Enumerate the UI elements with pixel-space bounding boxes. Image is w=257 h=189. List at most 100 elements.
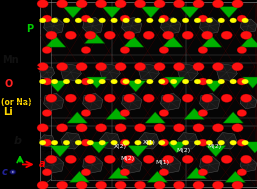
Circle shape [111, 18, 117, 23]
Circle shape [193, 124, 204, 132]
Circle shape [221, 31, 232, 39]
Circle shape [65, 155, 76, 163]
Circle shape [159, 109, 169, 117]
Circle shape [57, 63, 68, 71]
Circle shape [237, 46, 247, 54]
Circle shape [201, 155, 213, 163]
Circle shape [146, 18, 153, 23]
Circle shape [230, 79, 236, 84]
Polygon shape [243, 77, 257, 88]
Circle shape [230, 140, 236, 145]
Circle shape [206, 18, 213, 23]
Circle shape [221, 155, 232, 163]
Circle shape [146, 140, 153, 145]
Polygon shape [240, 158, 257, 172]
Circle shape [104, 94, 115, 102]
Circle shape [212, 181, 224, 189]
Circle shape [159, 78, 169, 85]
Polygon shape [100, 132, 120, 149]
Polygon shape [45, 36, 66, 47]
Polygon shape [67, 112, 87, 123]
Circle shape [198, 78, 208, 85]
Circle shape [154, 124, 165, 132]
Circle shape [221, 94, 232, 102]
Circle shape [120, 139, 130, 146]
Text: M(2): M(2) [120, 156, 134, 161]
Circle shape [37, 0, 48, 8]
Polygon shape [240, 36, 257, 47]
Circle shape [134, 63, 146, 71]
Polygon shape [206, 146, 226, 157]
Circle shape [212, 124, 224, 132]
Circle shape [124, 94, 135, 102]
Circle shape [65, 94, 76, 102]
Circle shape [95, 0, 107, 8]
Circle shape [75, 18, 82, 23]
Circle shape [182, 18, 189, 23]
Text: a: a [39, 160, 46, 169]
Circle shape [81, 15, 91, 22]
Circle shape [37, 124, 48, 132]
Circle shape [237, 78, 247, 85]
Circle shape [99, 140, 106, 145]
Circle shape [218, 140, 225, 145]
Polygon shape [122, 93, 142, 110]
Circle shape [198, 109, 208, 117]
Circle shape [99, 79, 106, 84]
Circle shape [182, 155, 193, 163]
Circle shape [95, 124, 107, 132]
Circle shape [123, 140, 129, 145]
Circle shape [135, 18, 141, 23]
Polygon shape [139, 64, 159, 81]
Polygon shape [141, 7, 161, 18]
Polygon shape [89, 142, 109, 153]
Polygon shape [126, 81, 146, 92]
Circle shape [42, 169, 52, 176]
Circle shape [193, 0, 204, 8]
Circle shape [51, 140, 58, 145]
Polygon shape [128, 146, 148, 157]
Polygon shape [245, 142, 257, 153]
Circle shape [173, 63, 185, 71]
Circle shape [170, 79, 177, 84]
Polygon shape [178, 64, 198, 81]
Circle shape [135, 140, 141, 145]
Circle shape [242, 79, 249, 84]
Text: X(1): X(1) [143, 140, 156, 145]
Polygon shape [87, 77, 107, 88]
Circle shape [154, 0, 165, 8]
Circle shape [81, 169, 91, 176]
Circle shape [241, 155, 252, 163]
Circle shape [120, 169, 130, 176]
Circle shape [63, 18, 70, 23]
Polygon shape [180, 7, 200, 18]
Polygon shape [161, 156, 181, 173]
Circle shape [154, 181, 165, 189]
Circle shape [159, 169, 169, 176]
Polygon shape [217, 132, 237, 149]
Polygon shape [48, 81, 68, 92]
Circle shape [232, 124, 243, 132]
Circle shape [135, 79, 141, 84]
Circle shape [123, 79, 129, 84]
Text: M(2): M(2) [207, 144, 221, 149]
Circle shape [146, 79, 153, 84]
Polygon shape [186, 167, 207, 179]
Circle shape [158, 140, 165, 145]
Circle shape [111, 79, 117, 84]
Polygon shape [63, 7, 83, 18]
Circle shape [51, 18, 58, 23]
Circle shape [170, 140, 177, 145]
Circle shape [201, 94, 213, 102]
Circle shape [159, 46, 169, 54]
Circle shape [163, 94, 174, 102]
Circle shape [182, 94, 193, 102]
Circle shape [111, 140, 117, 145]
Circle shape [163, 31, 174, 39]
Circle shape [115, 0, 126, 8]
Circle shape [120, 109, 130, 117]
Text: X(2): X(2) [114, 144, 126, 149]
Polygon shape [225, 171, 245, 182]
Polygon shape [69, 171, 90, 182]
Circle shape [42, 78, 52, 85]
